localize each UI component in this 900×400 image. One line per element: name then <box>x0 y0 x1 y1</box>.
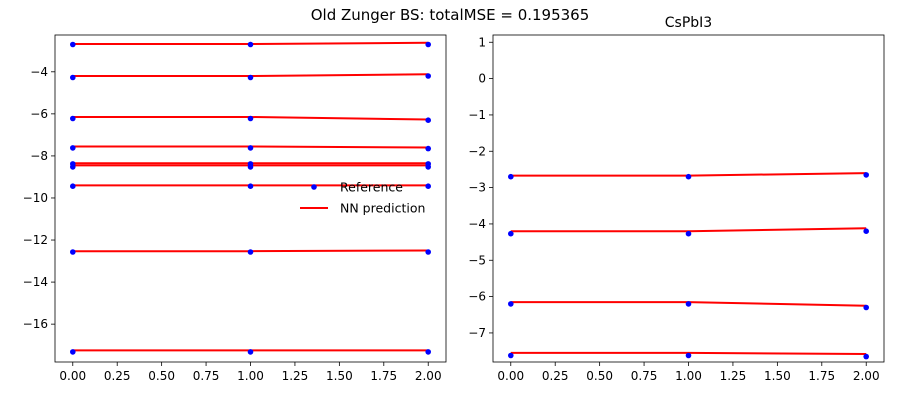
reference-point <box>508 173 514 180</box>
reference-point <box>863 304 869 311</box>
reference-point <box>70 249 76 255</box>
reference-point <box>863 353 869 360</box>
legend-label: Reference <box>340 180 403 195</box>
reference-point <box>685 301 692 307</box>
reference-point <box>247 249 254 255</box>
x-tick-label: 2.00 <box>415 369 442 383</box>
reference-point <box>247 74 254 81</box>
reference-point <box>70 183 76 189</box>
x-tick-label: 1.75 <box>808 369 835 383</box>
y-tick-label: −3 <box>468 181 486 195</box>
x-tick-label: 1.00 <box>237 369 264 383</box>
x-tick-label: 1.50 <box>326 369 353 383</box>
y-tick-label: −1 <box>468 108 486 122</box>
reference-point <box>508 301 514 307</box>
y-tick-label: 0 <box>478 72 486 86</box>
x-tick-label: 1.25 <box>720 369 747 383</box>
y-tick-label: −5 <box>468 253 486 267</box>
y-tick-label: −8 <box>30 149 48 163</box>
reference-point <box>685 173 692 180</box>
y-tick-label: −10 <box>23 191 48 205</box>
chart-title-right: CsPbI3 <box>665 15 712 31</box>
x-tick-label: 0.00 <box>59 369 86 383</box>
y-tick-label: −14 <box>23 275 48 289</box>
legend-reference-marker <box>311 184 317 190</box>
x-tick-label: 0.25 <box>542 369 569 383</box>
reference-point <box>247 164 254 170</box>
reference-point <box>425 117 432 123</box>
reference-point <box>508 352 514 359</box>
x-tick-label: 0.50 <box>586 369 613 383</box>
legend-label: NN prediction <box>340 201 425 216</box>
reference-point <box>70 74 76 81</box>
y-tick-label: −6 <box>468 290 486 304</box>
legend: Reference NN prediction <box>300 180 425 216</box>
x-tick-label: 0.75 <box>193 369 220 383</box>
y-tick-label: −16 <box>23 317 48 331</box>
reference-point <box>425 41 432 48</box>
reference-point <box>247 115 254 122</box>
y-tick-label: −6 <box>30 107 48 121</box>
reference-point <box>508 230 514 237</box>
reference-point <box>425 349 432 355</box>
reference-point <box>425 145 432 152</box>
x-tick-label: 2.00 <box>853 369 880 383</box>
reference-point <box>685 230 692 237</box>
x-tick-label: 0.75 <box>631 369 658 383</box>
y-tick-label: −7 <box>468 326 486 340</box>
x-tick-label: 0.00 <box>497 369 524 383</box>
plot-frame <box>54 34 447 363</box>
reference-point <box>70 115 76 122</box>
y-tick-label: 1 <box>478 35 486 49</box>
x-tick-label: 1.75 <box>370 369 397 383</box>
reference-point <box>425 73 432 79</box>
prediction-line <box>510 227 867 233</box>
reference-point <box>863 228 869 234</box>
x-tick-label: 1.50 <box>764 369 791 383</box>
reference-point <box>247 349 254 355</box>
y-tick-label: −4 <box>468 217 486 231</box>
panel-right: 0.00 0.25 0.50 0.75 1.00 1.25 1.50 1.75 2.00 −7 −6… <box>468 34 885 383</box>
y-tick-label: −12 <box>23 233 48 247</box>
reference-point <box>70 145 76 151</box>
panel-left: 0.00 0.25 0.50 0.75 1.00 1.25 1.50 1.75 2.00 −16 −… <box>23 34 447 383</box>
reference-point <box>425 183 432 189</box>
reference-point <box>685 352 692 359</box>
reference-point <box>425 249 432 255</box>
x-tick-label: 0.25 <box>104 369 131 383</box>
reference-point <box>863 172 869 178</box>
figure-suptitle: Old Zunger BS: totalMSE = 0.195365 <box>311 6 590 24</box>
y-tick-label: −2 <box>468 144 486 158</box>
plot-frame <box>492 34 885 363</box>
x-tick-label: 0.50 <box>148 369 175 383</box>
x-tick-label: 1.00 <box>675 369 702 383</box>
y-tick-label: −4 <box>30 65 48 79</box>
reference-point <box>70 41 76 48</box>
reference-point <box>247 183 254 189</box>
reference-point <box>247 41 254 48</box>
reference-point <box>70 349 76 355</box>
reference-point <box>425 164 432 170</box>
reference-point <box>247 145 254 151</box>
x-tick-label: 1.25 <box>282 369 309 383</box>
reference-point <box>70 164 76 170</box>
